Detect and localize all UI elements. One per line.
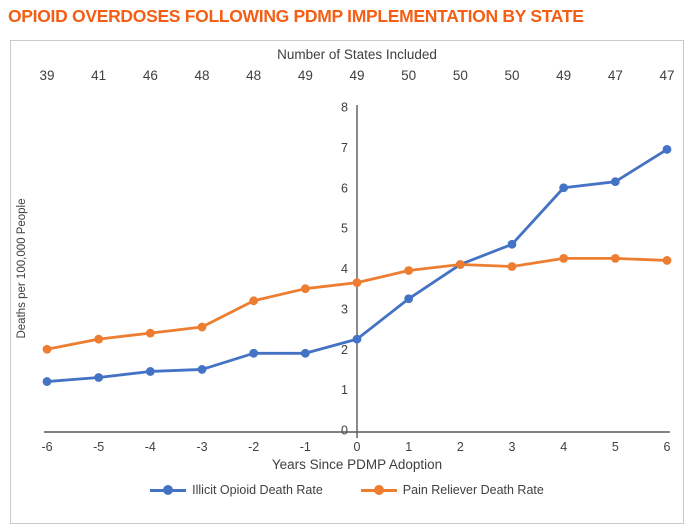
y-tick-label: 1: [341, 383, 348, 397]
top-axis-value: 50: [504, 68, 519, 83]
data-point-pain-reliever-death-rate: [42, 344, 52, 354]
y-tick-label: 8: [341, 101, 348, 115]
x-tick-label: -6: [41, 440, 52, 454]
data-point-pain-reliever-death-rate: [249, 296, 259, 306]
data-point-illicit-opioid-death-rate: [197, 365, 207, 374]
data-point-pain-reliever-death-rate: [507, 262, 517, 271]
data-point-pain-reliever-death-rate: [145, 328, 155, 338]
legend: Illicit Opioid Death Rate Pain Reliever D…: [11, 483, 683, 497]
data-point-pain-reliever-death-rate: [404, 266, 414, 275]
data-point-pain-reliever-death-rate: [610, 254, 620, 263]
data-point-pain-reliever-death-rate: [455, 260, 465, 269]
data-point-pain-reliever-death-rate: [94, 334, 104, 344]
data-point-illicit-opioid-death-rate: [300, 348, 310, 358]
top-axis-value: 46: [143, 68, 158, 83]
data-point-pain-reliever-death-rate: [197, 322, 207, 332]
x-tick-label: -1: [300, 440, 311, 454]
data-point-illicit-opioid-death-rate: [507, 239, 517, 249]
x-tick-label: 1: [405, 440, 412, 454]
data-point-pain-reliever-death-rate: [352, 278, 362, 288]
top-axis-value: 49: [298, 68, 313, 83]
top-axis-value: 50: [401, 68, 416, 83]
legend-label: Illicit Opioid Death Rate: [192, 483, 323, 497]
x-tick-label: -2: [248, 440, 259, 454]
x-tick-label: -3: [196, 440, 207, 454]
data-point-illicit-opioid-death-rate: [352, 334, 362, 344]
y-axis-title: Deaths per 100,000 People: [16, 198, 28, 338]
data-point-illicit-opioid-death-rate: [249, 348, 259, 358]
legend-label: Pain Reliever Death Rate: [402, 483, 544, 497]
data-point-illicit-opioid-death-rate: [662, 144, 672, 154]
top-axis-value: 49: [556, 68, 571, 83]
legend-marker-illicit-opioid-death-rate: [150, 485, 187, 495]
top-axis-title: Number of States Included: [277, 47, 437, 62]
top-axis-value: 48: [246, 68, 261, 83]
x-tick-label: -4: [145, 440, 156, 454]
data-point-illicit-opioid-death-rate: [42, 377, 52, 386]
y-tick-label: 3: [341, 302, 348, 316]
y-tick-label: 7: [341, 141, 348, 155]
top-axis-value: 41: [91, 68, 106, 83]
data-point-illicit-opioid-death-rate: [145, 367, 155, 376]
y-tick-label: 5: [341, 222, 348, 236]
y-tick-label: 4: [341, 262, 348, 276]
top-axis-value: 47: [659, 68, 674, 83]
x-tick-label: -5: [93, 440, 104, 454]
data-point-illicit-opioid-death-rate: [404, 294, 414, 304]
x-tick-label: 5: [612, 440, 619, 454]
data-point-pain-reliever-death-rate: [559, 254, 569, 263]
top-axis-value: 49: [349, 68, 364, 83]
legend-item-pain-reliever-death-rate: Pain Reliever Death Rate: [360, 483, 544, 497]
x-tick-label: 0: [354, 440, 361, 454]
top-axis-value: 48: [194, 68, 209, 83]
top-axis-value: 47: [608, 68, 623, 83]
y-tick-label: 6: [341, 181, 348, 195]
data-point-illicit-opioid-death-rate: [94, 373, 104, 382]
data-point-pain-reliever-death-rate: [300, 284, 310, 294]
legend-marker-pain-reliever-death-rate: [360, 485, 397, 495]
data-point-illicit-opioid-death-rate: [559, 183, 569, 193]
x-axis-title: Years Since PDMP Adoption: [272, 457, 442, 472]
y-tick-label: 0: [341, 424, 348, 438]
top-axis-value: 39: [39, 68, 54, 83]
data-point-illicit-opioid-death-rate: [610, 177, 620, 187]
page-title: OPIOID OVERDOSES FOLLOWING PDMP IMPLEMEN…: [8, 6, 584, 26]
data-point-pain-reliever-death-rate: [662, 256, 672, 265]
legend-item-illicit-opioid-death-rate: Illicit Opioid Death Rate: [150, 483, 323, 497]
top-axis-value: 50: [453, 68, 468, 83]
y-tick-label: 2: [341, 343, 348, 357]
x-tick-label: 6: [664, 440, 671, 454]
chart-card: Number of States Included 39 41 46 48 48 49 49 5…: [10, 40, 684, 524]
x-tick-label: 4: [560, 440, 567, 454]
x-tick-label: 2: [457, 440, 464, 454]
x-tick-label: 3: [509, 440, 516, 454]
